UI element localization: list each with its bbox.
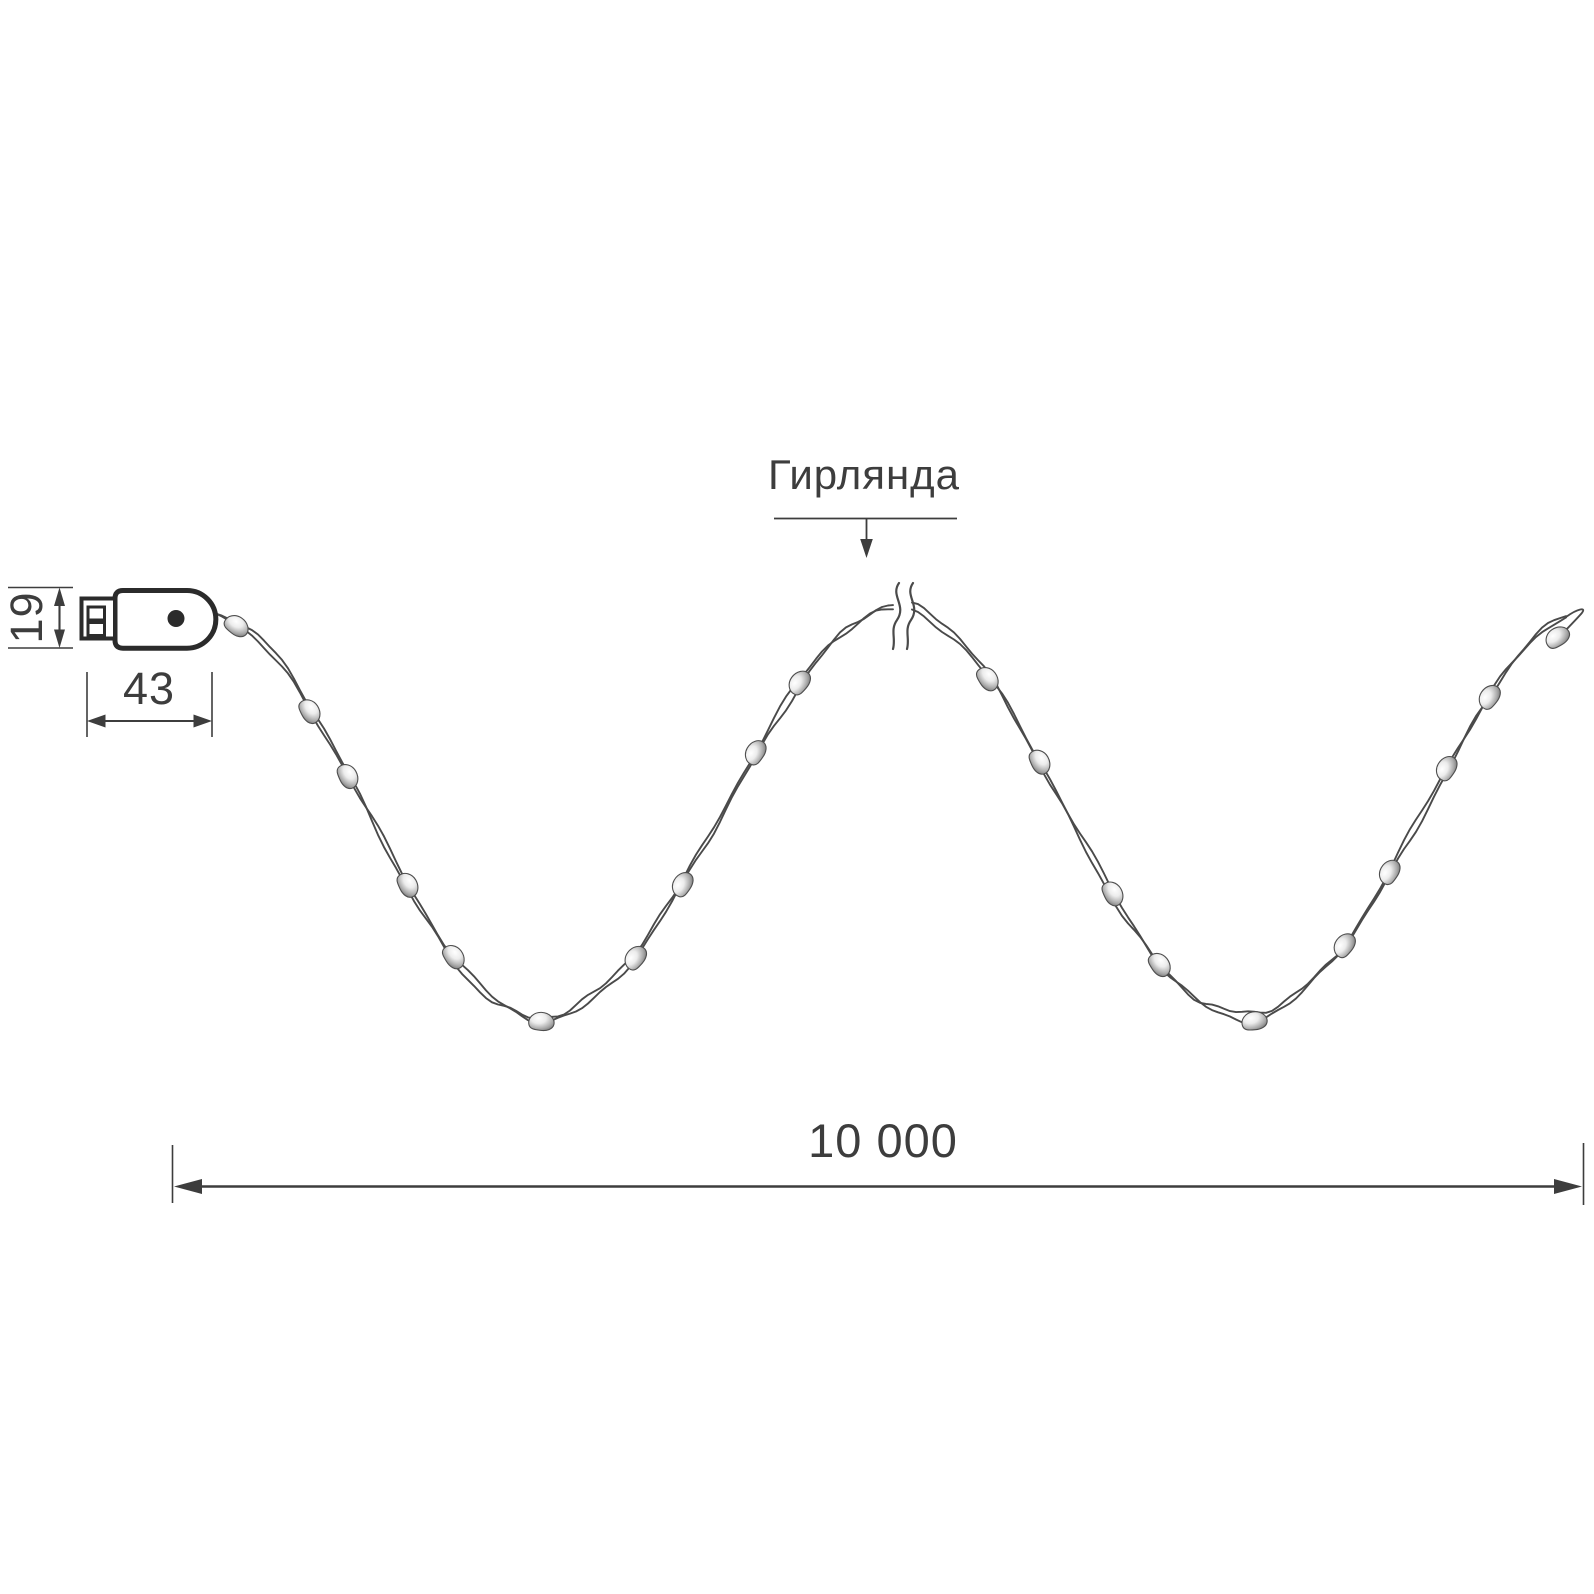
break-squiggle-right [905,581,916,651]
led-bead [1378,859,1401,886]
dim19-value: 19 [1,591,52,643]
dim19-arrowhead-down [54,629,65,648]
led-bead [223,615,249,638]
garland-label: Гирлянда [768,451,960,498]
led-bead [1333,933,1356,959]
led-bead [1435,756,1458,782]
led-bead [744,740,767,766]
led-bead [298,699,321,725]
led-bead [441,944,465,970]
usb-connector [79,588,219,651]
led-bead [975,667,999,692]
led-bead [1545,626,1571,649]
wire-strand [911,608,1567,1025]
led-bead [336,764,359,790]
dim10000-value: 10 000 [808,1114,958,1167]
wire-break-mark [891,581,916,651]
wire-strand [215,604,894,1020]
dim43-arrowhead-right [193,714,212,728]
garland-leader-arrowhead [860,539,873,558]
break-squiggle-left [891,581,902,651]
dim-connector-height: 19 [1,586,73,649]
led-bead [1241,1011,1268,1031]
led-bead [671,872,694,898]
dim-connector-length: 43 [86,663,213,737]
usb-body [112,588,219,651]
led-bead [1028,749,1051,775]
dim10000-arrowhead-right [1554,1179,1582,1194]
wire-strand [215,608,894,1025]
dim19-arrowhead-up [54,587,65,606]
dim10000-arrowhead-left [174,1179,202,1194]
dim43-value: 43 [123,663,175,714]
garland-callout: Гирлянда [768,451,960,558]
garland-wire [215,601,1585,1025]
led-bead [528,1011,555,1032]
led-bead [396,872,419,898]
led-bead [1147,952,1171,978]
led-bead [1101,881,1124,907]
dim-garland-length: 10 000 [171,1114,1585,1205]
usb-contact-bottom [86,621,106,637]
led-beads [223,615,1571,1032]
usb-indicator-dot [167,610,185,627]
usb-contact-top [86,605,106,622]
led-bead [624,945,648,971]
led-bead [788,670,812,696]
dim43-arrowhead-left [87,714,106,728]
wire-strand [911,601,1567,1014]
led-bead [1478,684,1501,710]
